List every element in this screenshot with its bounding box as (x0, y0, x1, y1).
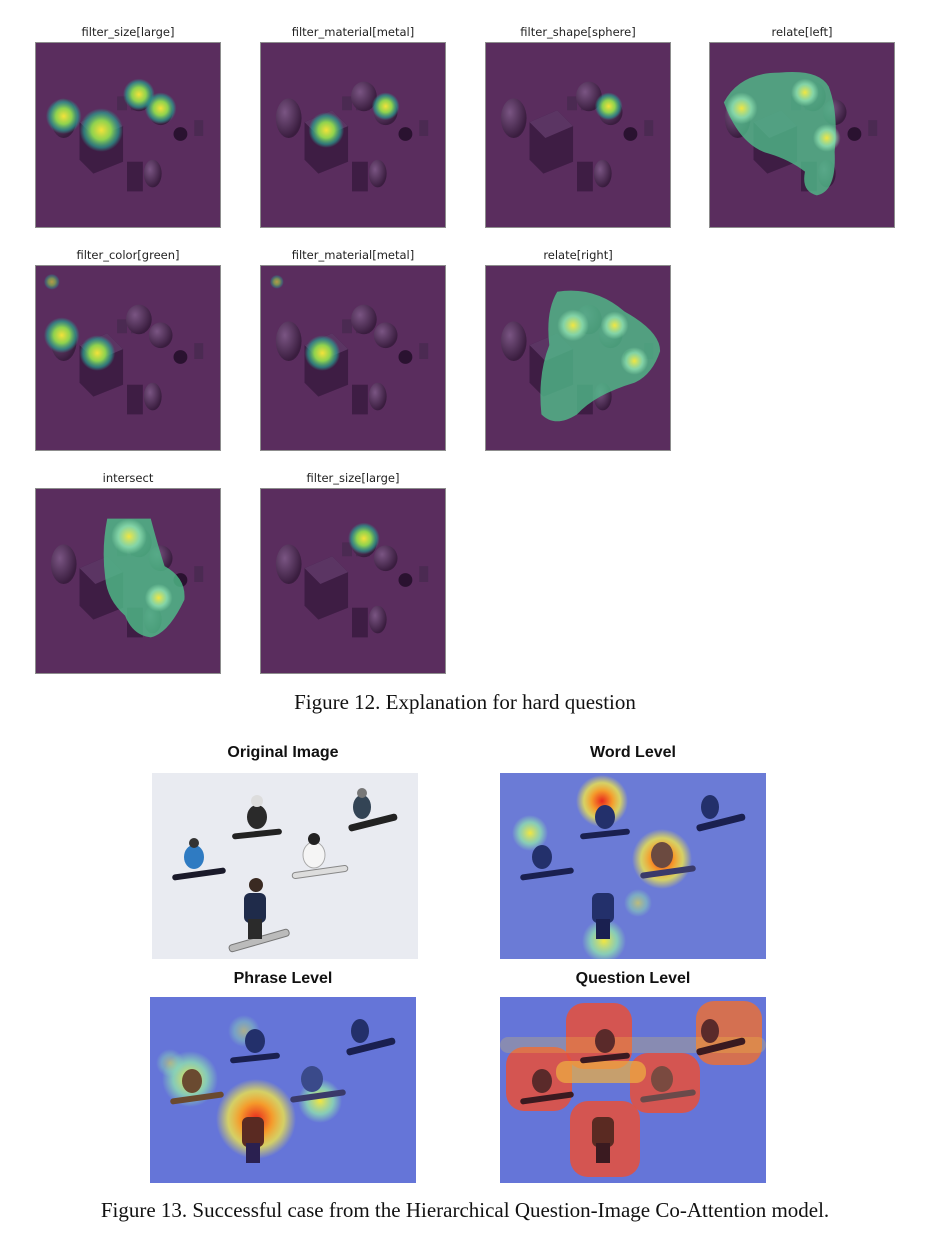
attention-map-image (710, 43, 894, 227)
attention-map (260, 488, 446, 674)
original-image (152, 773, 418, 959)
phrase-level-title: Phrase Level (233, 970, 333, 987)
attention-map-image (486, 43, 670, 227)
attention-map-image (486, 266, 670, 450)
word-level-image (500, 773, 766, 959)
question-level-heatmap (500, 997, 766, 1183)
word-level-heatmap (500, 773, 766, 959)
attention-map (485, 265, 671, 451)
attention-map-image (261, 266, 445, 450)
attention-map-image (36, 43, 220, 227)
panel-title: filter_material[metal] (291, 25, 415, 39)
panel-title: intersect (102, 471, 154, 485)
panel-title: filter_shape[sphere] (520, 25, 636, 39)
attention-map (485, 42, 671, 228)
attention-map (35, 265, 221, 451)
panel-title: filter_size[large] (306, 471, 400, 485)
phrase-level-image (150, 997, 416, 1183)
panel-title: relate[right] (543, 248, 613, 262)
question-level-image (500, 997, 766, 1183)
phrase-level-heatmap (150, 997, 416, 1183)
attention-map-image (36, 489, 220, 673)
figure-12-caption: Figure 12. Explanation for hard question (294, 690, 636, 714)
snowboarders-photo (152, 773, 418, 959)
figure-13-caption: Figure 13. Successful case from the Hier… (100, 1198, 830, 1222)
panel-title: filter_size[large] (81, 25, 175, 39)
word-level-title: Word Level (590, 744, 676, 761)
attention-map (35, 42, 221, 228)
attention-map-image (261, 43, 445, 227)
panel-title: filter_material[metal] (291, 248, 415, 262)
panel-title: filter_color[green] (76, 248, 180, 262)
panel-title: relate[left] (771, 25, 833, 39)
attention-map (709, 42, 895, 228)
attention-map (35, 488, 221, 674)
question-level-title: Question Level (575, 970, 691, 987)
attention-map (260, 265, 446, 451)
attention-map (260, 42, 446, 228)
original-image-title: Original Image (227, 744, 339, 761)
attention-map-image (36, 266, 220, 450)
attention-map-image (261, 489, 445, 673)
